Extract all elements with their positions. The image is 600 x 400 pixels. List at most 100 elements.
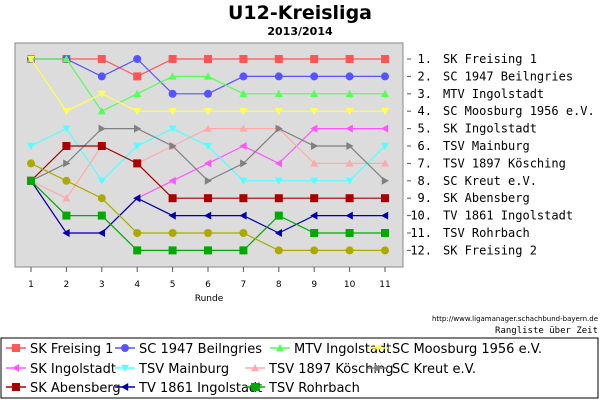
data-point-mtv-ingolstadt-r3	[97, 107, 106, 115]
data-point-tv-1861-ingolstadt-r4	[133, 194, 141, 203]
data-point-tsv-mainburg-r9	[310, 177, 319, 185]
data-point-sk-freising-2-r5	[168, 229, 177, 237]
rank-team-label: TSV 1897 Kösching	[443, 156, 566, 170]
legend-marker-sk-ingolstadt	[12, 364, 20, 372]
data-point-mtv-ingolstadt-r2	[62, 55, 71, 63]
data-point-sk-freising-2-r7	[239, 229, 248, 237]
data-point-sk-ingolstadt-r6	[204, 159, 212, 168]
data-point-sk-ingolstadt-r5	[168, 176, 176, 185]
legend-item-sc-1947-beilngries: SC 1947 Beilngries	[115, 342, 262, 357]
data-point-sk-freising-1-r5	[168, 55, 177, 63]
legend-label: TSV Mainburg	[138, 362, 229, 377]
legend-marker-tsv-rohrbach	[251, 383, 259, 391]
data-point-tsv-1897-k-sching-r2	[62, 194, 71, 202]
legend-marker-mtv-ingolstadt	[276, 344, 284, 352]
data-point-tv-1861-ingolstadt-r5	[168, 211, 176, 220]
legend-marker-sc-moosburg-1956-e-v	[374, 344, 382, 352]
rank-team-label: SC Kreut e.V.	[443, 174, 537, 188]
data-point-sc-moosburg-1956-e-v-r6	[204, 108, 212, 116]
data-point-tsv-mainburg-r7	[239, 177, 248, 185]
series-tv-1861-ingolstadt	[27, 176, 389, 237]
rank-number: 4.	[418, 104, 432, 118]
legend-marker-sc-1947-beilngries	[121, 344, 129, 352]
data-point-tv-1861-ingolstadt-r7	[239, 211, 247, 220]
data-point-tsv-rohrbach-r9	[310, 229, 319, 237]
data-point-mtv-ingolstadt-r10	[345, 89, 354, 97]
legend-label: SK Freising 1	[30, 342, 113, 357]
data-point-tsv-1897-k-sching-r9	[310, 159, 319, 167]
data-point-tsv-1897-k-sching-r10	[345, 159, 354, 167]
data-point-sk-freising-1-r3	[97, 55, 106, 63]
data-point-sc-1947-beilngries-r9	[310, 72, 319, 81]
data-point-sc-moosburg-1956-e-v-r5	[168, 108, 177, 116]
data-point-sk-freising-2-r6	[204, 229, 212, 237]
data-point-sk-ingolstadt-r7	[239, 142, 247, 150]
rank-number: 2.	[418, 69, 432, 83]
data-point-sk-abensberg-r3	[97, 142, 106, 150]
data-point-sc-moosburg-1956-e-v-r4	[133, 108, 142, 116]
data-point-tsv-mainburg-r10	[345, 177, 354, 185]
data-point-sc-kreut-e-v-r7	[240, 159, 248, 168]
rank-number: 11.	[410, 226, 432, 240]
legend-label: TSV Rohrbach	[268, 381, 360, 396]
data-point-tsv-mainburg-r1	[27, 142, 35, 150]
rank-number: 5.	[418, 122, 432, 136]
x-tick-label: 4	[134, 280, 140, 290]
series-layer	[27, 55, 389, 255]
data-point-sk-ingolstadt-r9	[310, 124, 318, 133]
legend-label: TV 1861 Ingolstadt	[138, 381, 262, 396]
data-point-tsv-mainburg-r4	[133, 142, 142, 150]
data-point-sc-moosburg-1956-e-v-r3	[97, 90, 106, 98]
data-point-tv-1861-ingolstadt-r3	[97, 229, 105, 237]
data-point-sc-1947-beilngries-r4	[133, 55, 142, 63]
rank-team-label: SC 1947 Beilngries	[443, 69, 573, 83]
data-point-sk-ingolstadt-r8	[274, 159, 282, 168]
data-point-sk-freising-1-r11	[381, 55, 389, 63]
rank-team-label: TSV Rohrbach	[443, 226, 530, 240]
series-sc-kreut-e-v	[27, 124, 389, 185]
x-tick-label: 9	[311, 280, 317, 290]
data-point-sk-abensberg-r11	[381, 194, 389, 203]
rank-team-label: SK Abensberg	[443, 191, 530, 205]
x-tick-label: 10	[344, 280, 356, 290]
data-point-tsv-rohrbach-r7	[239, 246, 248, 255]
x-axis: 1 2 3 4 5 6 7 8 9 10 11	[28, 267, 391, 290]
legend-item-sc-moosburg-1956-e-v: SC Moosburg 1956 e.V.	[368, 342, 542, 357]
data-point-sk-freising-1-r4	[133, 72, 142, 81]
data-point-sk-freising-1-r9	[310, 55, 319, 63]
data-point-sc-moosburg-1956-e-v-r7	[239, 108, 248, 116]
legend-label: SC 1947 Beilngries	[139, 342, 262, 357]
data-point-sk-abensberg-r2	[62, 142, 71, 150]
data-point-sc-1947-beilngries-r8	[274, 72, 283, 81]
legend-marker-sk-freising-1	[12, 344, 20, 352]
data-point-tv-1861-ingolstadt-r11	[381, 211, 389, 220]
legend-item-tsv-1897-k-sching: TSV 1897 Kösching	[245, 362, 394, 377]
data-point-tsv-mainburg-r3	[97, 177, 106, 185]
data-point-sc-moosburg-1956-e-v-r2	[62, 108, 71, 116]
data-point-sk-freising-1-r10	[345, 55, 354, 63]
legend-marker-tsv-1897-k-sching	[251, 364, 259, 372]
series-sc-moosburg-1956-e-v	[27, 55, 389, 116]
chart-caption: Rangliste über Zeit	[495, 326, 598, 336]
data-point-sk-abensberg-r6	[204, 194, 212, 203]
legend-item-sk-abensberg: SK Abensberg	[6, 381, 121, 396]
data-point-sk-abensberg-r10	[345, 194, 354, 203]
data-point-sk-abensberg-r8	[274, 194, 283, 203]
data-point-sk-ingolstadt-r11	[381, 124, 389, 133]
data-point-tv-1861-ingolstadt-r9	[310, 211, 318, 220]
rank-team-label: SK Ingolstadt	[443, 122, 537, 136]
source-url: http://www.ligamanager.schachbund-bayern…	[432, 315, 598, 323]
legend-item-tv-1861-ingolstadt: TV 1861 Ingolstadt	[115, 381, 262, 396]
data-point-sc-1947-beilngries-r11	[381, 72, 389, 81]
data-point-tsv-mainburg-r2	[62, 125, 71, 133]
data-point-sc-kreut-e-v-r9	[311, 142, 319, 150]
rank-number: 12.	[410, 243, 432, 257]
rank-number: 1.	[418, 52, 432, 66]
data-point-sk-freising-2-r1	[27, 159, 35, 168]
series-tsv-rohrbach	[27, 176, 389, 255]
legend-item-sk-ingolstadt: SK Ingolstadt	[6, 362, 116, 377]
x-tick-label: 8	[276, 280, 282, 290]
legend-marker-sk-abensberg	[12, 383, 20, 391]
data-point-tv-1861-ingolstadt-r6	[204, 211, 212, 220]
